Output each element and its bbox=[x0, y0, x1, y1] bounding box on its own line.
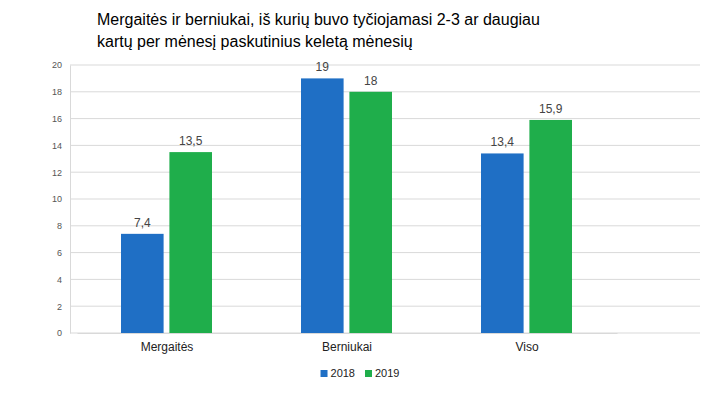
x-tick-label: Viso bbox=[515, 340, 538, 354]
y-tick-label: 8 bbox=[57, 221, 62, 231]
y-tick: 2 bbox=[57, 302, 70, 312]
y-tick: 18 bbox=[52, 87, 70, 97]
grid-line bbox=[70, 65, 700, 66]
title-line: Mergaitės ir berniukai, iš kurių buvo ty… bbox=[97, 11, 540, 28]
bar bbox=[169, 152, 212, 333]
data-labels: 7,4 19 13,4 13,5 18 15,9 bbox=[134, 60, 563, 229]
y-tick: 16 bbox=[52, 114, 70, 124]
y-tick: 20 bbox=[52, 60, 70, 70]
data-label: 18 bbox=[364, 74, 378, 88]
y-tick-label: 12 bbox=[52, 168, 62, 178]
y-tick-label: 4 bbox=[57, 275, 62, 285]
x-axis: Mergaitės Berniukai Viso bbox=[78, 333, 618, 354]
y-tick: 8 bbox=[57, 221, 70, 231]
y-tick: 14 bbox=[52, 141, 70, 151]
bars bbox=[121, 78, 572, 333]
y-tick: 4 bbox=[57, 275, 70, 285]
grid bbox=[70, 65, 700, 333]
legend-label: 2019 bbox=[375, 367, 399, 379]
y-axis-line bbox=[70, 66, 71, 334]
y-tick-label: 2 bbox=[57, 302, 62, 312]
bar bbox=[121, 234, 164, 333]
y-tick-label: 16 bbox=[52, 114, 62, 124]
y-axis: 0 2 4 6 8 10 12 14 16 18 20 bbox=[52, 60, 71, 338]
bar bbox=[301, 78, 344, 333]
x-axis-line bbox=[78, 333, 618, 334]
legend: 2018 2019 bbox=[321, 367, 400, 379]
bar bbox=[529, 120, 572, 333]
title: Mergaitės ir berniukai, iš kurių buvo ty… bbox=[97, 11, 540, 50]
legend-item: 2019 bbox=[365, 367, 399, 379]
y-tick: 0 bbox=[57, 328, 70, 338]
chart: Mergaitės ir berniukai, iš kurių buvo ty… bbox=[0, 0, 720, 405]
legend-swatch bbox=[321, 370, 328, 377]
bar bbox=[349, 92, 392, 333]
x-tick-label: Berniukai bbox=[322, 340, 372, 354]
y-tick-label: 18 bbox=[52, 87, 62, 97]
data-label: 13,5 bbox=[179, 134, 203, 148]
y-tick-label: 10 bbox=[52, 194, 62, 204]
x-tick: Berniukai bbox=[322, 333, 372, 354]
bar bbox=[481, 153, 524, 333]
x-tick: Mergaitės bbox=[141, 333, 194, 354]
data-label: 15,9 bbox=[539, 102, 563, 116]
y-tick-label: 0 bbox=[57, 328, 62, 338]
title-line: kartų per mėnesį paskutinius keletą mėne… bbox=[97, 33, 413, 50]
data-label: 19 bbox=[316, 60, 330, 74]
y-tick: 12 bbox=[52, 168, 70, 178]
y-tick: 10 bbox=[52, 194, 70, 204]
x-tick-label: Mergaitės bbox=[141, 340, 194, 354]
y-tick: 6 bbox=[57, 248, 70, 258]
legend-label: 2018 bbox=[331, 367, 355, 379]
data-label: 7,4 bbox=[134, 216, 151, 230]
legend-swatch bbox=[365, 370, 372, 377]
y-tick-label: 20 bbox=[52, 60, 62, 70]
legend-item: 2018 bbox=[321, 367, 355, 379]
y-tick-label: 6 bbox=[57, 248, 62, 258]
data-label: 13,4 bbox=[491, 135, 515, 149]
y-tick-label: 14 bbox=[52, 141, 62, 151]
x-tick: Viso bbox=[515, 333, 538, 354]
